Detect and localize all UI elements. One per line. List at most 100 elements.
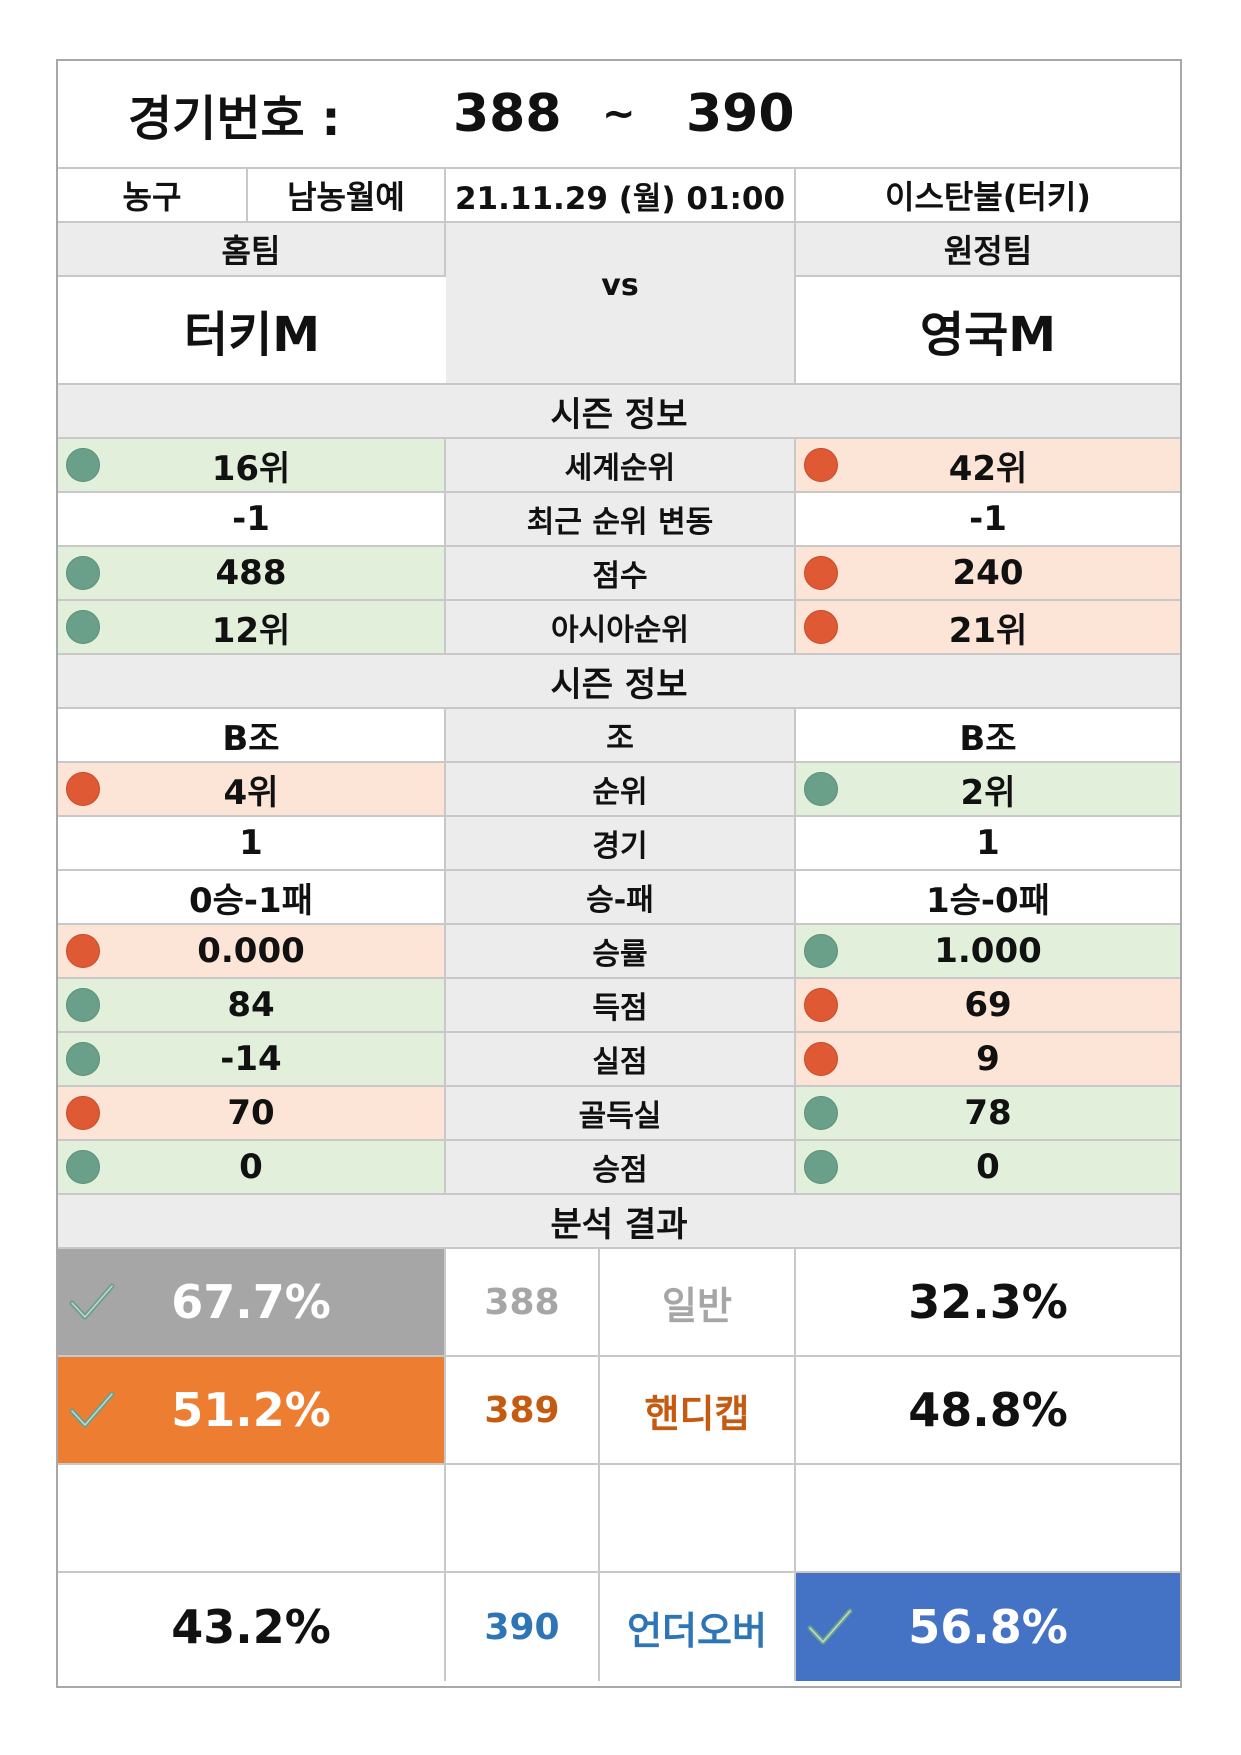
home-value-cell: 0.000 [58,925,446,979]
away-value-cell: 1.000 [796,925,1180,979]
away-percent-cell: 48.8% [796,1357,1180,1465]
red-dot-icon [804,1042,838,1076]
home-value: -14 [220,1039,282,1079]
stat-row: 70 골득실 78 [58,1087,1180,1141]
game-number-cell: 388 [446,1249,600,1357]
home-value: B조 [222,718,280,759]
away-value-cell: 240 [796,547,1180,601]
game-number-cell [446,1465,600,1573]
info-row: 농구 남농월예 21.11.29 (월) 01:00 이스탄불(터키) [58,169,1180,223]
away-team-label: 원정팀 [796,223,1180,277]
away-value-cell: 1승-0패 [796,871,1180,925]
bet-type: 핸디캡 [644,1391,750,1436]
stat-row: 0승-1패 승-패 1승-0패 [58,871,1180,925]
away-team-name: 영국M [796,277,1180,385]
home-percent-cell: 43.2% [58,1573,446,1681]
away-value: 0 [976,1147,1000,1187]
game-number: 390 [484,1606,560,1648]
stat-label-text: 실점 [592,1045,648,1080]
venue-cell: 이스탄불(터키) [796,169,1180,223]
match-number-label: 경기번호 : [128,91,341,147]
home-value-cell: 70 [58,1087,446,1141]
match-number-cell: 경기번호 : 388 ~ 390 [58,61,1180,169]
away-team-col: 원정팀 영국M [796,223,1180,385]
away-percent-cell: 32.3% [796,1249,1180,1357]
away-value-cell: 42위 [796,439,1180,493]
home-value: -1 [232,499,270,539]
home-value: 0.000 [197,931,305,971]
away-value-cell: 2위 [796,763,1180,817]
stat-row: 16위 세계순위 42위 [58,439,1180,493]
green-dot-icon [66,1150,100,1184]
stat-label-text: 순위 [592,775,648,810]
section-title: 시즌 정보 [58,655,1180,709]
sport-cell: 농구 [58,169,248,223]
home-value: 70 [227,1093,275,1133]
section-title: 시즌 정보 [58,385,1180,439]
stat-label-text: 아시아순위 [551,613,689,648]
home-value-cell: 1 [58,817,446,871]
stat-label: 세계순위 [446,439,796,493]
stat-row: 4위 순위 2위 [58,763,1180,817]
game-number: 388 [484,1281,560,1323]
away-value: 2위 [960,772,1016,813]
away-percent: 48.8% [908,1383,1068,1437]
away-value: 21위 [948,610,1028,651]
away-value: 1 [976,823,1000,863]
bet-type-cell [600,1465,796,1573]
red-dot-icon [804,556,838,590]
stat-row: 12위 아시아순위 21위 [58,601,1180,655]
away-percent: 32.3% [908,1275,1068,1329]
check-icon [66,1384,118,1436]
home-percent: 67.7% [171,1275,331,1329]
stat-label: 승률 [446,925,796,979]
bet-type-cell: 언더오버 [600,1573,796,1681]
stat-label-text: 점수 [592,559,648,594]
away-value: 1승-0패 [926,880,1050,921]
stat-label-text: 승점 [592,1153,648,1188]
green-dot-icon [66,556,100,590]
stat-label: 승-패 [446,871,796,925]
match-number-sep: ~ [602,91,636,137]
home-value-cell: 12위 [58,601,446,655]
away-value: B조 [959,718,1017,759]
away-value: 240 [952,553,1024,593]
green-dot-icon [66,1042,100,1076]
away-percent: 56.8% [908,1600,1068,1654]
league-cell: 남농월예 [248,169,446,223]
stat-label-text: 조 [606,721,634,756]
home-value-cell: 84 [58,979,446,1033]
home-value: 16위 [211,448,291,489]
stat-label-text: 승-패 [586,883,654,918]
away-value: -1 [969,499,1007,539]
stat-row: 1 경기 1 [58,817,1180,871]
stat-label-text: 최근 순위 변동 [526,505,714,540]
check-icon [804,1601,856,1653]
away-value: 78 [964,1093,1012,1133]
bet-type-cell: 일반 [600,1249,796,1357]
stat-label: 실점 [446,1033,796,1087]
stat-row: -14 실점 9 [58,1033,1180,1087]
green-dot-icon [804,1150,838,1184]
datetime-cell: 21.11.29 (월) 01:00 [446,169,796,223]
result-row: 67.7% 388 일반 32.3% [58,1249,1180,1357]
away-value-cell: 78 [796,1087,1180,1141]
red-dot-icon [66,934,100,968]
home-percent: 51.2% [171,1383,331,1437]
stat-row: 0 승점 0 [58,1141,1180,1195]
red-dot-icon [66,1096,100,1130]
away-value: 69 [964,985,1012,1025]
away-value-cell: 1 [796,817,1180,871]
away-value-cell: 21위 [796,601,1180,655]
red-dot-icon [804,988,838,1022]
stat-row: -1 최근 순위 변동 -1 [58,493,1180,547]
bet-type: 언더오버 [627,1608,767,1653]
bet-type-cell: 핸디캡 [600,1357,796,1465]
home-team-label: 홈팀 [58,223,446,277]
green-dot-icon [804,772,838,806]
green-dot-icon [66,988,100,1022]
home-value: 1 [239,823,263,863]
header-row: 경기번호 : 388 ~ 390 [58,61,1180,169]
green-dot-icon [804,1096,838,1130]
section-analysis-header: 분석 결과 [58,1195,1180,1249]
